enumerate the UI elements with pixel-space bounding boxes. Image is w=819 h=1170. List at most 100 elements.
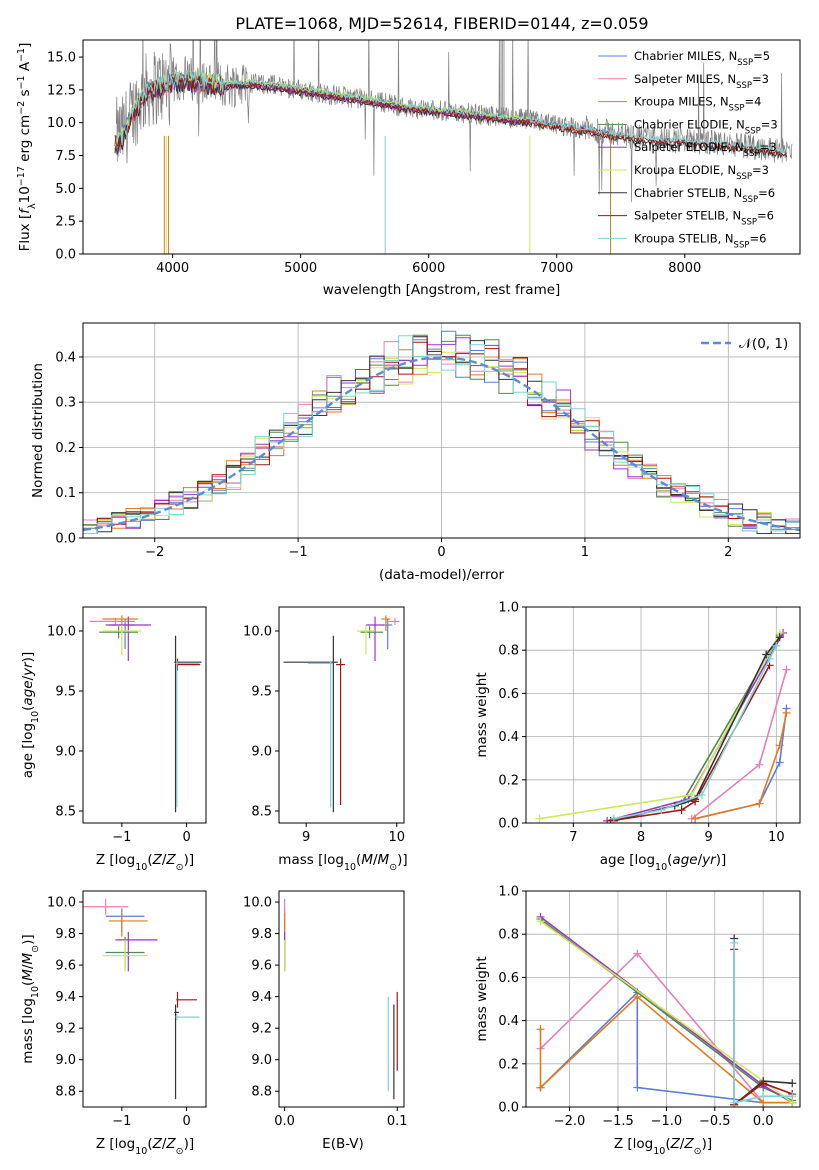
ageM-axes: 9 10 8.5 9.0 9.5 10.0 — [243, 625, 405, 846]
y-tick-label: 8.8 — [251, 1085, 272, 1100]
massZ-errorbars — [83, 898, 200, 1100]
legend-value: =6 — [757, 209, 774, 223]
x-tick-label: 0 — [437, 545, 445, 560]
y-tick-label: 0.2 — [498, 1057, 519, 1072]
x-tick-label: −1 — [112, 830, 131, 845]
model-line-salpeter-stelib — [114, 72, 788, 156]
x-tick-label: 10 — [388, 830, 405, 845]
x-tick-label: 8000 — [668, 261, 701, 276]
hist-ylabel: Normed distribution — [30, 363, 46, 498]
label-part: )] — [716, 852, 727, 868]
label-part: ] — [17, 43, 33, 48]
label-part: 10 — [30, 986, 41, 998]
mw-marker-kroupa-stelib — [765, 654, 774, 663]
x-tick-label: −0.5 — [699, 1114, 731, 1129]
legend-value: =3 — [752, 163, 769, 177]
x-tick-label: 0.0 — [753, 1114, 774, 1129]
label-part: ⊙ — [389, 862, 397, 873]
label-part: ( — [20, 706, 36, 711]
label-part: M — [361, 852, 373, 868]
legend-name: Salpeter STELIB, N — [634, 209, 741, 223]
ageZ-frame — [82, 606, 207, 824]
label-part: Z — [152, 852, 163, 868]
massE-frame — [278, 890, 405, 1108]
mw-marker-kroupa-miles — [775, 741, 784, 750]
figure-title: PLATE=1068, MJD=52614, FIBERID=0144, z=0… — [235, 14, 648, 33]
label-part: −1 — [16, 48, 27, 62]
y-tick-label: 1.0 — [498, 885, 519, 900]
legend-label: Salpeter MILES, NSSP=3 — [634, 72, 769, 91]
y-tick-label: 0.0 — [498, 1101, 519, 1116]
y-tick-label: 0.8 — [498, 928, 519, 943]
y-tick-label: 9.5 — [251, 685, 272, 700]
legend-sub: SSP — [742, 195, 758, 205]
ageZ-axes: −1 0 8.5 9.0 9.5 10.0 — [47, 625, 191, 846]
spectrum-ylabel: Flux [fλ10−17 erg cm−2 s−1 A−1] — [16, 43, 38, 252]
hist-legend: 𝒩(0, 1) — [701, 336, 788, 352]
hist-salpeter-stelib — [83, 341, 800, 538]
x-tick-label: 9 — [705, 830, 713, 845]
mw-marker-kroupa-elodie — [536, 917, 545, 926]
mw-marker-kroupa-miles — [782, 708, 791, 717]
mw-marker-kroupa-miles — [755, 799, 764, 808]
mw-marker-salpeter-stelib — [691, 797, 700, 806]
mw-line-kroupa-miles — [694, 712, 788, 820]
label-part: ( — [665, 1136, 670, 1152]
ageZ-xlabel: Z [log10(Z/Z⊙)] — [96, 852, 194, 873]
legend-value: =3 — [760, 140, 777, 154]
y-tick-label: 0.1 — [55, 486, 76, 501]
legend-sub: SSP — [741, 218, 757, 228]
label-part: / — [20, 675, 36, 680]
label-part: ⊙ — [30, 945, 41, 953]
legend-value: =6 — [758, 186, 775, 200]
massE-xlabel: E(B-V) — [322, 1136, 364, 1152]
legend-sub: SSP — [744, 149, 760, 159]
label-part: )] — [397, 852, 408, 868]
label-part: / — [373, 852, 378, 868]
label-part: M — [20, 969, 36, 981]
mw-marker-kroupa-elodie — [687, 790, 696, 799]
label-part: 10 — [344, 862, 356, 873]
label-part: −17 — [16, 166, 27, 186]
y-tick-label: 9.6 — [55, 959, 76, 974]
x-tick-label: 6000 — [412, 261, 445, 276]
legend-sub: SSP — [736, 81, 752, 91]
legend-name: Chabrier ELODIE, N — [634, 117, 745, 131]
label-part: Flux [ — [17, 214, 33, 252]
hist-frame — [82, 322, 801, 539]
y-tick-label: 9.5 — [55, 685, 76, 700]
ageZ-ylabel: age [log10(age/yr)] — [20, 652, 41, 778]
label-part: age — [672, 852, 697, 868]
legend-label: Kroupa MILES, NSSP=4 — [634, 95, 761, 114]
y-tick-label: 0.6 — [498, 971, 519, 986]
x-tick-label: 0.0 — [274, 1114, 295, 1129]
spectrum-frame — [82, 39, 801, 255]
label-part: )] — [20, 652, 36, 663]
hist-xlabel: (data-model)/error — [379, 567, 505, 583]
label-part: 10 — [653, 1146, 665, 1157]
mwZ-xlabel: Z [log10(Z/Z⊙)] — [614, 1136, 712, 1157]
mw-marker-kroupa-stelib — [657, 806, 666, 815]
label-part: ( — [356, 852, 361, 868]
mw-marker-kroupa-stelib — [730, 1098, 739, 1107]
massZ-xlabel: Z [log10(Z/Z⊙)] — [96, 1136, 194, 1157]
x-tick-label: −1.0 — [651, 1114, 683, 1129]
y-tick-label: 2.5 — [55, 215, 76, 230]
mw-marker-kroupa-miles — [691, 814, 700, 823]
label-part: )] — [184, 1136, 195, 1152]
label-part: age [log — [600, 852, 655, 868]
legend-label: Kroupa STELIB, NSSP=6 — [634, 231, 766, 250]
y-tick-label: 0.6 — [498, 687, 519, 702]
label-part: Z [log — [96, 1136, 135, 1152]
y-tick-label: 12.5 — [47, 83, 76, 98]
label-part: s — [17, 89, 33, 100]
label-part: )] — [184, 852, 195, 868]
mwZ-lines — [536, 912, 797, 1107]
legend-value: =6 — [749, 231, 766, 245]
legend-label: Chabrier ELODIE, NSSP=3 — [634, 117, 778, 136]
label-part: age [log — [20, 723, 36, 778]
label-part: Z — [670, 1136, 681, 1152]
label-part: yr — [701, 852, 717, 868]
